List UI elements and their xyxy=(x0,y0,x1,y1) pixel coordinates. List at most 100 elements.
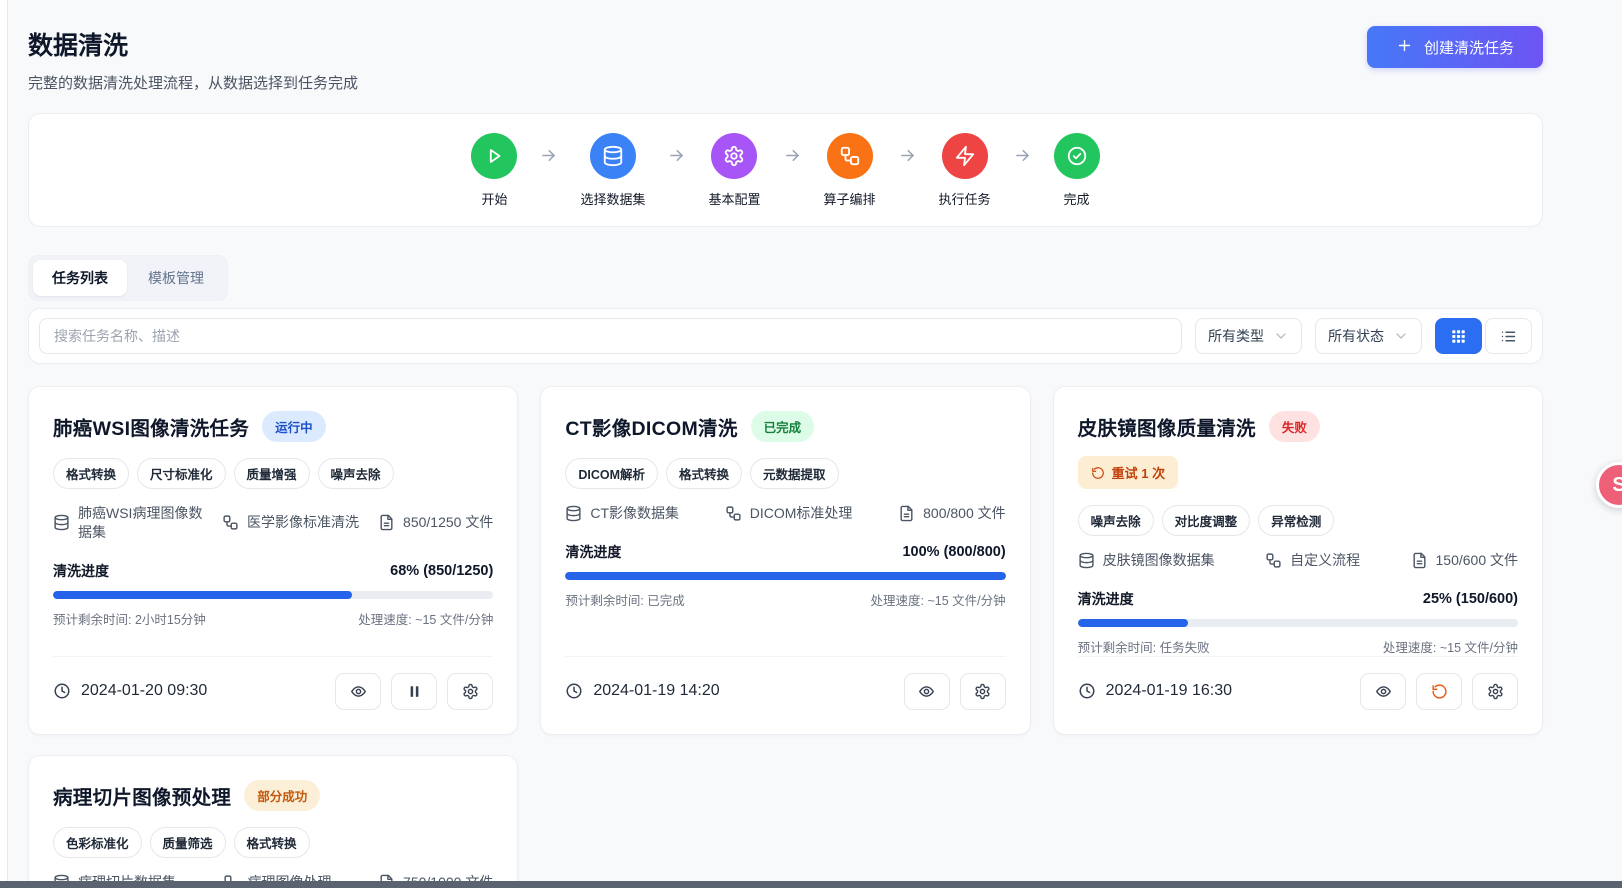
progress-bar-fill xyxy=(565,571,1006,580)
create-task-button[interactable]: 创建清洗任务 xyxy=(1366,26,1543,68)
status-filter-select[interactable]: 所有状态 xyxy=(1315,318,1422,354)
clock-icon xyxy=(566,683,582,699)
lightning-icon xyxy=(941,132,988,179)
gear-icon xyxy=(463,683,478,700)
task-actions xyxy=(1360,672,1518,710)
progress-label: 清洗进度 xyxy=(1077,590,1134,607)
search-input[interactable] xyxy=(39,318,1182,354)
pause-task-button[interactable] xyxy=(391,672,438,710)
filter-bar: 所有类型 所有状态 xyxy=(28,308,1543,364)
status-filter-value: 所有状态 xyxy=(1328,328,1384,344)
task-card-footer: 2024-01-19 14:20 xyxy=(565,655,1006,710)
lightning-icon xyxy=(955,145,974,166)
view-task-button[interactable] xyxy=(903,672,950,710)
page-heading: 数据清洗 完整的数据清洗处理流程，从数据选择到任务完成 xyxy=(28,26,358,93)
task-cards-grid: 肺癌WSI图像清洗任务 运行中 格式转换 尺寸标准化 质量增强 噪声去除 肺癌WSI病理图像… xyxy=(28,386,1543,888)
remaining-time: 预计剩余时间: 任务失败 xyxy=(1077,640,1210,655)
operation-tag: 异常检测 xyxy=(1258,505,1335,536)
file-icon xyxy=(380,515,393,531)
workflow-stepper: 开始 选择数据集 基本配置 算子编排 执行任务 完成 xyxy=(28,113,1543,227)
workflow-step-label: 选择数据集 xyxy=(580,191,646,207)
eye-icon xyxy=(1375,686,1391,697)
progress-label: 清洗进度 xyxy=(53,562,109,579)
task-date-value: 2024-01-19 14:20 xyxy=(593,682,720,700)
operation-tag: 对比度调整 xyxy=(1161,505,1251,536)
task-date: 2024-01-19 16:30 xyxy=(1078,682,1232,700)
progress-value: 100% (800/800) xyxy=(902,543,1006,560)
retry-icon xyxy=(1091,466,1104,479)
arrow-right-icon xyxy=(898,146,917,165)
page-subtitle: 完整的数据清洗处理流程，从数据选择到任务完成 xyxy=(28,75,359,92)
operation-tag: 元数据提取 xyxy=(750,458,839,489)
task-card-header: CT影像DICOM清洗 已完成 xyxy=(565,411,1005,442)
workflow-icon xyxy=(840,146,859,165)
task-card: 皮肤镜图像质量清洗 失败 重试 1 次噪声去除 对比度调整 异常检测 皮肤镜图像数据集 自定… xyxy=(1052,386,1543,735)
task-title: 病理切片图像预处理 xyxy=(53,786,232,809)
check-circle-icon xyxy=(1053,132,1100,179)
task-title: CT影像DICOM清洗 xyxy=(565,418,738,440)
tab-template-management[interactable]: 模板管理 xyxy=(129,260,223,296)
remaining-time: 预计剩余时间: 已完成 xyxy=(565,593,685,608)
plus-icon xyxy=(1396,37,1413,58)
task-settings-button[interactable] xyxy=(1472,672,1518,710)
workflow-step-label: 基本配置 xyxy=(708,191,761,207)
eye-icon xyxy=(919,686,935,697)
task-settings-button[interactable] xyxy=(447,672,494,710)
operation-tags: 色彩标准化 质量筛选 格式转换 xyxy=(53,826,493,858)
workflow-step-label: 开始 xyxy=(481,191,508,207)
tabs-bar: 任务列表 模板管理 xyxy=(28,255,228,301)
create-task-button-label: 创建清洗任务 xyxy=(1423,39,1514,57)
processing-speed: 处理速度: ~15 文件/分钟 xyxy=(1382,640,1518,655)
files-info: 150/600 文件 xyxy=(1411,551,1518,570)
file-icon xyxy=(900,505,913,522)
operation-tags: 噪声去除 对比度调整 异常检测 xyxy=(1077,505,1518,536)
database-icon xyxy=(589,132,636,179)
operation-tag: 格式转换 xyxy=(666,458,743,489)
gear-icon xyxy=(711,132,758,179)
workflow-step-label: 算子编排 xyxy=(823,191,876,207)
page-title: 数据清洗 xyxy=(28,32,129,60)
operation-tag: 质量筛选 xyxy=(149,826,226,858)
remaining-time: 预计剩余时间: 2小时15分钟 xyxy=(53,612,206,627)
list-view-button[interactable] xyxy=(1485,318,1532,354)
retry-icon xyxy=(1431,684,1447,699)
arrow-right-icon xyxy=(667,146,686,165)
retry-task-button[interactable] xyxy=(1416,672,1462,710)
clock-icon xyxy=(1079,683,1095,699)
view-task-button[interactable] xyxy=(1360,672,1406,710)
pause-icon xyxy=(410,686,419,697)
task-title: 皮肤镜图像质量清洗 xyxy=(1077,418,1256,440)
workflow-step: 开始 xyxy=(471,132,518,208)
operation-tag: 色彩标准化 xyxy=(53,826,142,858)
retry-count-label: 重试 1 次 xyxy=(1111,466,1166,481)
task-actions xyxy=(903,672,1006,710)
task-title: 肺癌WSI图像清洗任务 xyxy=(53,418,250,440)
task-card: 病理切片图像预处理部分成功色彩标准化质量筛选格式转换病理切片数据集病理图像处理7… xyxy=(28,754,519,888)
tab-task-list[interactable]: 任务列表 xyxy=(33,260,127,296)
task-settings-button[interactable] xyxy=(959,672,1006,710)
pipeline-info: 医学影像标准清洗 xyxy=(222,504,359,542)
processing-speed: 处理速度: ~15 文件/分钟 xyxy=(358,612,494,627)
type-filter-select[interactable]: 所有类型 xyxy=(1195,318,1302,354)
workflow-step-label: 执行任务 xyxy=(938,191,991,207)
dataset-info: CT影像数据集 xyxy=(565,504,679,523)
workflow-step: 基本配置 xyxy=(708,132,761,208)
page-header: 数据清洗 完整的数据清洗处理流程，从数据选择到任务完成 创建清洗任务 xyxy=(28,26,1543,93)
view-toggle xyxy=(1435,318,1532,354)
arrow-right-icon xyxy=(1015,149,1029,161)
processing-speed: 处理速度: ~15 文件/分钟 xyxy=(870,593,1006,608)
gear-icon xyxy=(975,683,990,700)
operation-tag: 尺寸标准化 xyxy=(137,458,226,489)
view-task-button[interactable] xyxy=(335,672,382,710)
workflow-icon xyxy=(726,506,741,521)
database-icon xyxy=(566,505,581,522)
task-meta: 皮肤镜图像数据集 自定义流程 150/600 文件 xyxy=(1078,551,1518,570)
database-icon xyxy=(54,515,69,531)
status-badge: 已完成 xyxy=(750,411,815,442)
dataset-info: 肺癌WSI病理图像数据集 xyxy=(53,504,203,542)
grid-view-button[interactable] xyxy=(1435,318,1482,354)
operation-tags: DICOM解析 格式转换 元数据提取 xyxy=(565,458,1005,489)
arrow-right-icon xyxy=(670,149,684,161)
horizontal-scrollbar[interactable] xyxy=(0,881,1622,888)
arrow-right-icon xyxy=(539,146,558,165)
